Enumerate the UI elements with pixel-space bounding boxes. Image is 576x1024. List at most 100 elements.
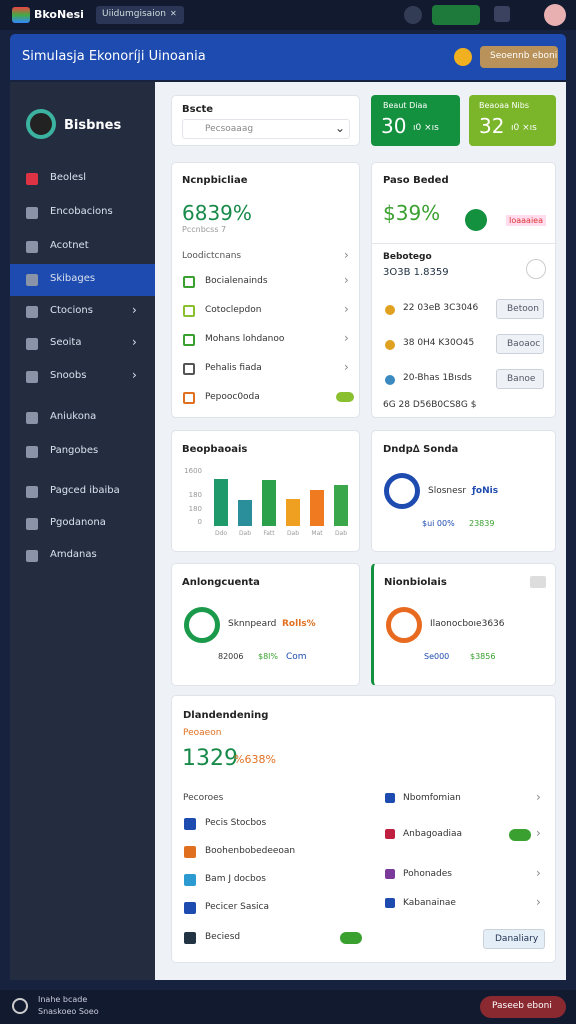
card-title: Dndp∆ Sonda [383,444,459,455]
bar [286,499,300,526]
chevron: › [132,368,137,382]
nav-label: Pangobes [50,445,99,456]
list-label[interactable]: Pepooc0oda [205,392,260,402]
header-button-label: Seoennb eboni [490,51,558,61]
status-pill[interactable] [432,5,480,25]
chevron: › [132,335,137,349]
refresh-button[interactable] [526,259,546,279]
toggle[interactable] [336,392,354,402]
bar [262,480,276,526]
list-label[interactable]: Cotoclepdon [205,305,262,315]
nav-icon [26,518,38,530]
icon[interactable] [494,6,510,22]
tab-close[interactable]: ✕ [170,9,177,18]
brand: BkoNesi [34,8,84,21]
list-icon [183,305,195,317]
nav-label: Pagced ibaiba [50,485,120,496]
nav-label: Amdanas [50,549,97,560]
chevron: › [344,273,349,287]
row-button[interactable]: Betoon [496,299,544,319]
nav-item[interactable]: Snoobs › [10,361,155,393]
badge: Ioaaaiea [506,215,547,226]
row-label: 38 0Η4 Κ30Ο45 [403,338,475,348]
list-label[interactable]: Boohenbobedeeoan [205,846,296,856]
x-tick-label: Dab [287,530,299,537]
progress-sub: Pccnbcss 7 [182,225,227,234]
icon[interactable] [404,6,422,24]
nav-item[interactable]: Pagced ibaiba [10,476,155,508]
x-tick-label: Mat [311,530,323,537]
nav-item[interactable]: Amdanas [10,540,155,572]
list-icon [183,392,195,404]
y-tick-label: 1600 [184,467,202,475]
row-button[interactable]: Banoe [496,369,544,389]
foot: 82006 [218,652,244,661]
button-label: Danaliary [495,934,539,944]
list-label[interactable]: Bam J docbos [205,874,266,884]
stat-value: 32 [479,114,505,138]
row-button[interactable]: Baoaoc [496,334,544,354]
list-label[interactable]: Pecis Stocbos [205,818,267,828]
select-input[interactable]: Pecsoaaag ⌄ [182,119,350,139]
list-label[interactable]: Kabanainae [403,898,456,908]
nav-label: Skibages [50,273,96,284]
nav-item[interactable]: Aniukona [10,402,155,434]
row-label: 22 03eB 3C3046 [403,303,479,313]
nav-item[interactable]: Skibages [10,264,155,296]
y-tick-label: 0 [198,518,202,526]
summary-value: 1329 [182,746,238,771]
header-button[interactable]: Seoennb eboni [480,46,558,68]
list-label[interactable]: Beciesd [205,932,241,942]
list-label[interactable]: Mohans lohdanoo [205,334,285,344]
nav-item[interactable]: Beolesl [10,163,155,195]
footer-button-label: Paseeb eboni [492,1001,552,1011]
nav-item[interactable]: Pangobes [10,436,155,468]
menu-button[interactable] [530,576,546,588]
bar [214,479,228,526]
list-icon [184,902,196,914]
nav-label: Seoita [50,337,82,348]
nav-item[interactable]: Ctocions › [10,296,155,328]
nav-item[interactable]: Pgodanona [10,508,155,540]
card-title: Beopbaoais [182,444,248,455]
nav-item[interactable]: Encobacions [10,197,155,229]
footer-button[interactable]: Paseeb eboni [480,996,566,1018]
card-title: Ncnpbicliae [182,175,248,186]
list-label[interactable]: Bocialenainds [205,276,268,286]
foot: 23839 [469,519,495,528]
stat-value: 30 [381,114,407,138]
nav-label: Encobacions [50,206,113,217]
foot: Com [286,652,307,662]
card-title: Nionbiolais [384,577,447,588]
tab[interactable]: Uiidumgisaion ✕ [96,6,184,24]
summary-value-sub: %638% [234,753,276,766]
card-title: Dlandendening [183,710,269,721]
list-title: Pecoroes [183,793,224,803]
list-label[interactable]: Anbagoadiaa [403,829,463,839]
stat-card: Beaoaa Nibs 32 ı0 ×ıs [469,95,556,146]
row-icon [385,340,395,350]
row-icon [385,305,395,315]
stat-sub: ı0 ×ıs [511,123,537,133]
list-label[interactable]: Pehalis fiada [205,363,262,373]
toggle[interactable] [509,829,531,841]
nav-item[interactable]: Seoita › [10,328,155,360]
coin-icon [454,48,472,66]
chevron: › [132,303,137,317]
nav-item[interactable]: Acotnet [10,231,155,263]
list-label[interactable]: Pecicer Sasica [205,902,270,912]
nav-label: Beolesl [50,172,87,183]
toggle[interactable] [340,932,362,944]
avatar[interactable] [544,4,566,26]
list-icon [183,334,195,346]
row-button-label: Baoaoc [507,339,541,349]
list-label[interactable]: Pohonades [403,869,452,879]
bar-chart: 1600 180 180 0 Ddo Dab Fatt Dab Mat Dab [184,467,348,537]
icon [12,998,28,1014]
summary-button[interactable]: Danaliary [483,929,545,949]
list-label[interactable]: Nbomfomian [403,793,461,803]
sidebar-brand: Bisbnes [64,118,122,133]
chevron: ⌄ [335,121,346,135]
status-dot [465,209,487,231]
